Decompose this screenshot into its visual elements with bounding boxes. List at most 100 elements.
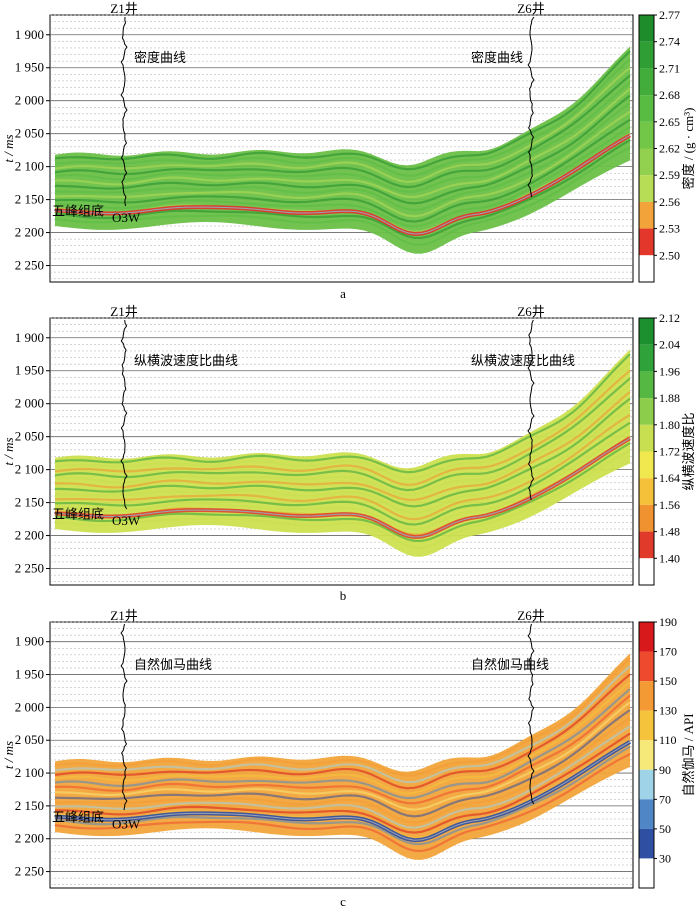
colorbar-tick-label: 1.48 xyxy=(659,525,680,539)
colorbar-segment xyxy=(639,478,654,505)
section-band xyxy=(54,118,631,223)
colorbar-tick-label: 170 xyxy=(659,645,677,659)
y-tick-label: 2 250 xyxy=(15,864,44,879)
section-band xyxy=(54,146,631,246)
colorbar-segment xyxy=(639,255,654,282)
section-band xyxy=(54,110,631,218)
well-log-trace xyxy=(120,16,128,207)
horizon-label: 五峰组底 xyxy=(52,810,104,825)
chart-panel-c: 1 900 1 950 2 000 2 050 2 100 2 150 2 200 2 250… xyxy=(1,608,696,909)
well-log-trace xyxy=(527,16,535,198)
chart-panel-a: 1 900 1 950 2 000 2 050 2 100 2 150 2 200 2 250… xyxy=(1,1,696,301)
well-log-trace xyxy=(120,319,128,510)
section-band xyxy=(54,732,631,834)
well-log-trace xyxy=(120,623,128,811)
section-band xyxy=(54,681,631,795)
well-curve-label: 纵横波速度比曲线 xyxy=(471,353,575,368)
colorbar-tick-label: 130 xyxy=(659,704,677,718)
colorbar-segment xyxy=(639,531,654,559)
section-band xyxy=(54,94,631,205)
colorbar-tick-label: 2.71 xyxy=(659,61,680,75)
y-tick-label: 2 250 xyxy=(15,561,44,576)
y-tick-label: 2 050 xyxy=(15,429,44,444)
panel-label: a xyxy=(340,286,346,301)
colorbar-tick-label: 150 xyxy=(659,674,677,688)
section-band xyxy=(54,353,631,474)
colorbar-segment xyxy=(639,769,654,800)
section-band xyxy=(54,66,631,184)
y-tick-label: 2 100 xyxy=(15,159,44,174)
section-band xyxy=(54,753,631,853)
section-band xyxy=(54,102,631,212)
colorbar-tick-label: 2.12 xyxy=(659,311,680,325)
colorbar-tick-label: 2.77 xyxy=(659,8,680,22)
colorbar-segment xyxy=(639,740,654,770)
colorbar-segment xyxy=(639,68,654,96)
section-band xyxy=(54,81,631,193)
section-band xyxy=(54,384,631,496)
colorbar-tick-label: 1.72 xyxy=(659,445,680,459)
section-band xyxy=(54,377,631,492)
y-tick-label: 2 050 xyxy=(15,126,44,141)
colorbar-tick-label: 2.53 xyxy=(659,222,680,236)
section-band xyxy=(54,725,631,829)
section-band xyxy=(54,361,631,480)
colorbar-segment xyxy=(639,424,654,452)
colorbar-segment xyxy=(639,175,654,202)
panel-label: b xyxy=(340,588,347,603)
section-band xyxy=(54,74,631,189)
colorbar-segment xyxy=(639,95,654,122)
section-band xyxy=(54,673,631,790)
well-name: Z1井 xyxy=(110,304,137,319)
chart-panel-b: 1 900 1 950 2 000 2 050 2 100 2 150 2 200 2 250… xyxy=(1,304,696,603)
colorbar-segment xyxy=(639,318,654,345)
colorbar-segment xyxy=(639,858,654,888)
colorbar-tick-label: 110 xyxy=(659,733,677,747)
well-curve-label: 密度曲线 xyxy=(134,50,186,65)
section-band xyxy=(54,58,631,177)
well-curve-label: 密度曲线 xyxy=(471,50,523,65)
horizon-line xyxy=(54,134,631,235)
y-tick-label: 2 150 xyxy=(15,495,44,510)
section-band xyxy=(54,745,631,846)
y-tick-label: 1 900 xyxy=(15,330,44,345)
section-band xyxy=(54,442,631,543)
colorbar-tick-label: 70 xyxy=(659,792,671,806)
colorbar-tick-label: 50 xyxy=(659,822,671,836)
colorbar-tick-label: 2.56 xyxy=(659,195,680,209)
y-axis-label: t / ms xyxy=(1,437,16,465)
colorbar-frame xyxy=(638,621,655,889)
section-band xyxy=(54,369,631,487)
colorbar-label: 自然伽马 / API xyxy=(681,713,696,796)
y-tick-label: 1 900 xyxy=(15,634,44,649)
marker-label: O3W xyxy=(112,210,141,225)
colorbar-tick-label: 2.50 xyxy=(659,248,680,262)
well-name: Z1井 xyxy=(110,1,137,16)
y-tick-label: 2 000 xyxy=(15,93,44,108)
y-tick-label: 2 200 xyxy=(15,831,44,846)
section-band xyxy=(54,688,631,800)
y-tick-label: 1 900 xyxy=(15,27,44,42)
colorbar-segment xyxy=(639,681,654,711)
colorbar-label: 密度 / (g · cm³) xyxy=(681,108,696,190)
section-band xyxy=(54,413,631,521)
y-tick-label: 1 950 xyxy=(15,667,44,682)
y-axis-label: t / ms xyxy=(1,741,16,769)
colorbar-segment xyxy=(639,398,654,425)
colorbar-segment xyxy=(639,828,654,859)
colorbar-tick-label: 1.40 xyxy=(659,551,680,565)
colorbar-tick-label: 1.56 xyxy=(659,498,680,512)
section-band xyxy=(54,50,631,171)
colorbar-segment xyxy=(639,344,654,372)
colorbar-tick-label: 2.62 xyxy=(659,142,680,156)
section-band xyxy=(54,405,631,515)
colorbar-tick-label: 30 xyxy=(659,851,671,865)
section-band xyxy=(54,717,631,824)
well-name: Z1井 xyxy=(110,608,137,623)
colorbar-segment xyxy=(639,15,654,42)
well-name: Z6井 xyxy=(517,304,544,319)
colorbar-tick-label: 2.65 xyxy=(659,115,680,129)
colorbar-tick-label: 190 xyxy=(659,615,677,629)
y-tick-label: 2 150 xyxy=(15,192,44,207)
section-band xyxy=(54,390,631,502)
